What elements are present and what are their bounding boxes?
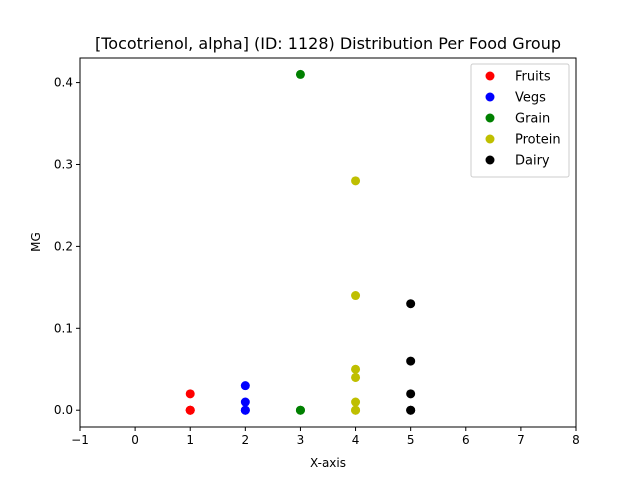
y-tick-label: 0.4 xyxy=(54,76,73,90)
y-axis-ticks: 0.0 0.1 0.2 0.3 0.4 xyxy=(54,76,80,417)
legend-marker-grain xyxy=(485,113,495,123)
legend-marker-dairy xyxy=(485,155,495,165)
x-tick-label: 2 xyxy=(242,433,250,447)
legend-label-vegs: Vegs xyxy=(515,91,546,106)
point-dairy xyxy=(406,356,416,366)
legend-label-protein: Protein xyxy=(515,133,561,148)
x-tick-label: 8 xyxy=(572,433,580,447)
x-tick-label: 1 xyxy=(186,433,194,447)
point-grain xyxy=(295,69,305,79)
legend: Fruits Vegs Grain Protein Dairy xyxy=(470,63,570,178)
y-tick-label: 0.2 xyxy=(54,239,73,253)
point-protein xyxy=(351,176,361,186)
y-tick-label: 0.0 xyxy=(54,403,73,417)
x-tick-label: 0 xyxy=(131,433,139,447)
legend-box xyxy=(470,63,570,178)
legend-marker-protein xyxy=(485,134,495,144)
point-fruits xyxy=(185,389,195,399)
plot-frame xyxy=(79,57,577,428)
point-dairy xyxy=(406,389,416,399)
legend-marker-vegs xyxy=(485,92,495,102)
legend-label-fruits: Fruits xyxy=(515,70,551,85)
x-tick-label: 4 xyxy=(352,433,360,447)
legend-label-dairy: Dairy xyxy=(515,154,550,169)
point-vegs xyxy=(240,381,250,391)
x-tick-label: 3 xyxy=(297,433,305,447)
x-axis-ticks: −1 0 1 2 3 4 5 6 7 8 xyxy=(71,427,580,447)
point-dairy xyxy=(406,405,416,415)
legend-label-grain: Grain xyxy=(515,112,550,127)
legend-marker-fruits xyxy=(485,71,495,81)
y-tick-label: 0.1 xyxy=(54,321,73,335)
point-vegs xyxy=(240,405,250,415)
y-tick-label: 0.3 xyxy=(54,157,73,171)
x-tick-label: 6 xyxy=(462,433,470,447)
y-axis-label: MG xyxy=(29,232,43,252)
x-tick-label: 7 xyxy=(517,433,525,447)
point-dairy xyxy=(406,299,416,309)
point-grain xyxy=(295,405,305,415)
data-points xyxy=(185,69,416,415)
chart-title: [Tocotrienol, alpha] (ID: 1128) Distribu… xyxy=(95,34,561,53)
point-vegs xyxy=(240,397,250,407)
x-tick-label: −1 xyxy=(71,433,89,447)
point-protein xyxy=(351,405,361,415)
point-protein xyxy=(351,397,361,407)
x-axis-label: X-axis xyxy=(310,456,346,470)
point-fruits xyxy=(185,405,195,415)
point-protein xyxy=(351,364,361,374)
point-protein xyxy=(351,291,361,301)
x-tick-label: 5 xyxy=(407,433,415,447)
point-protein xyxy=(351,372,361,382)
